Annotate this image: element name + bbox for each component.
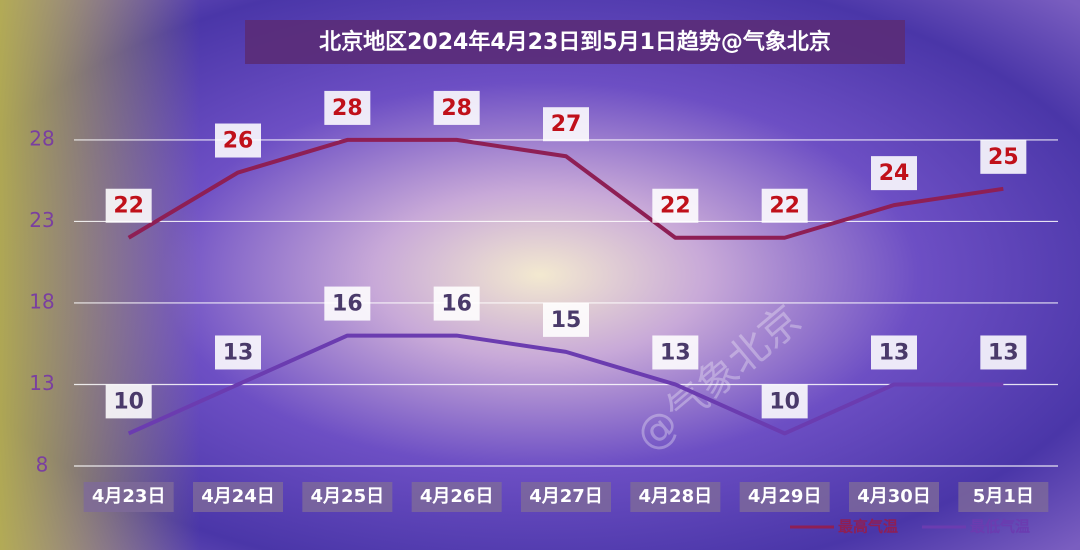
legend-label: 最低气温 <box>970 518 1030 536</box>
value-label: 16 <box>332 292 363 317</box>
value-label-box <box>761 384 808 419</box>
value-label: 25 <box>988 145 1019 170</box>
x-tick-box <box>411 482 502 512</box>
value-label: 13 <box>988 340 1019 365</box>
value-label: 10 <box>769 389 800 414</box>
value-label-box <box>215 123 261 158</box>
value-label-box <box>543 107 589 142</box>
x-tick-label: 4月28日 <box>639 486 713 507</box>
value-label: 22 <box>113 194 144 219</box>
value-label: 24 <box>879 161 910 186</box>
value-label-box <box>871 335 917 370</box>
value-label: 27 <box>551 112 582 137</box>
value-label: 13 <box>660 340 691 365</box>
value-label-box <box>433 286 480 321</box>
y-tick-label: 8 <box>36 453 49 477</box>
value-label-box <box>980 139 1027 174</box>
value-label-box <box>980 335 1027 370</box>
value-label-box <box>105 384 152 419</box>
value-label: 22 <box>660 194 691 219</box>
x-tick-label: 4月25日 <box>311 486 385 507</box>
y-tick-label: 18 <box>29 289 54 313</box>
background-leaf <box>0 0 200 550</box>
x-tick-label: 4月23日 <box>92 486 166 507</box>
x-tick-label: 4月26日 <box>420 486 494 507</box>
x-tick-label: 4月27日 <box>529 486 603 507</box>
y-tick-label: 13 <box>29 371 54 395</box>
chart-title: 北京地区2024年4月23日到5月1日趋势@气象北京 <box>319 29 831 55</box>
value-label-box <box>105 188 152 223</box>
x-tick-box <box>958 482 1049 512</box>
value-label-box <box>652 188 699 223</box>
value-label: 10 <box>113 389 144 414</box>
value-label: 13 <box>223 340 254 365</box>
y-tick-label: 23 <box>29 208 54 232</box>
value-label: 13 <box>879 340 910 365</box>
legend-label: 最高气温 <box>838 518 898 536</box>
y-tick-label: 28 <box>29 126 54 150</box>
x-tick-label: 5月1日 <box>973 486 1034 507</box>
series-line <box>127 333 1004 436</box>
x-tick-label: 4月24日 <box>201 486 275 507</box>
x-tick-label: 4月30日 <box>857 486 931 507</box>
value-label: 15 <box>551 308 582 333</box>
value-label: 26 <box>223 129 254 154</box>
x-tick-box <box>849 482 939 512</box>
value-label-box <box>324 286 371 321</box>
value-label-box <box>215 335 261 370</box>
series-line <box>127 137 1004 240</box>
value-label-box <box>433 90 480 125</box>
value-label-box <box>324 90 371 125</box>
x-tick-label: 4月29日 <box>748 486 822 507</box>
value-label: 28 <box>441 96 472 121</box>
value-label: 22 <box>769 194 800 219</box>
value-label-box <box>871 156 917 191</box>
value-label-box <box>761 188 808 223</box>
value-label: 16 <box>441 292 472 317</box>
x-tick-box <box>302 482 393 512</box>
value-label-box <box>543 302 589 337</box>
x-tick-box <box>193 482 283 512</box>
x-tick-box <box>739 482 830 512</box>
value-label: 28 <box>332 96 363 121</box>
x-tick-box <box>83 482 174 512</box>
x-tick-box <box>521 482 611 512</box>
title-banner <box>245 20 905 64</box>
x-tick-box <box>630 482 721 512</box>
value-label-box <box>652 335 699 370</box>
